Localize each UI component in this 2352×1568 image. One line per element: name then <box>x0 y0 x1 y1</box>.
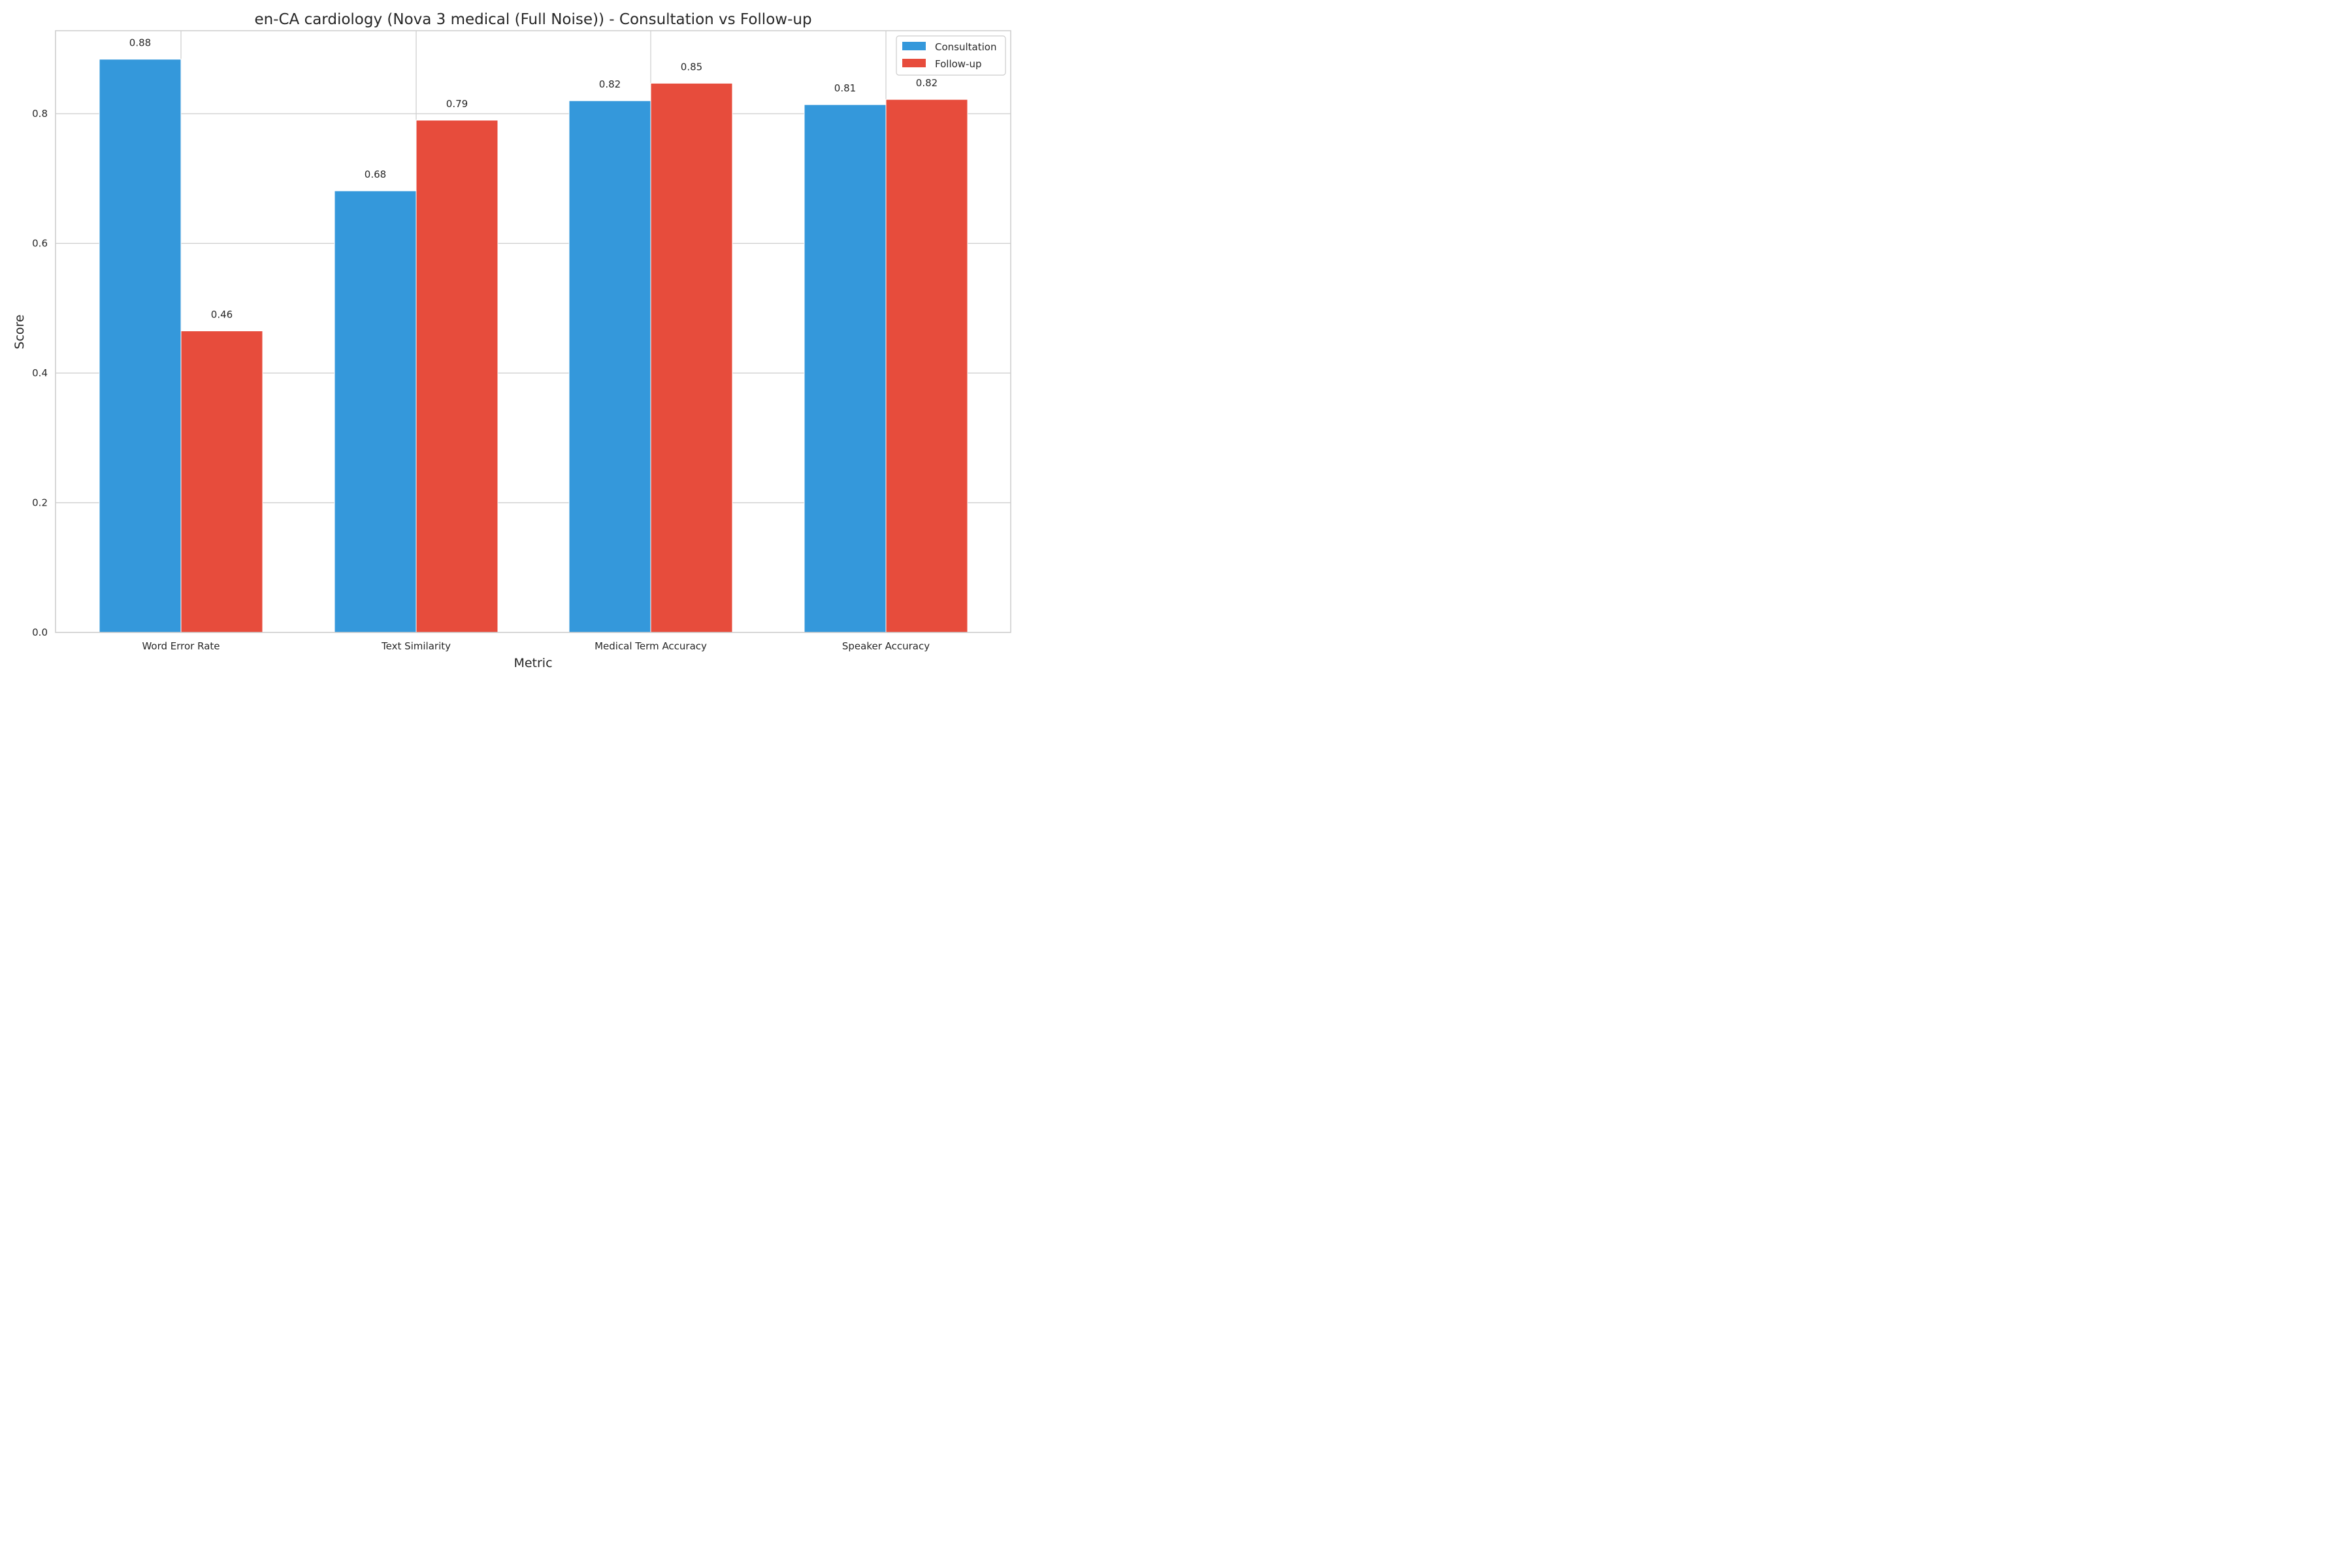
data-label-consultation-speaker-accuracy: 0.81 <box>834 82 856 94</box>
data-label-consultation-medical-term-accuracy: 0.82 <box>599 78 621 90</box>
y-tick-label: 0.6 <box>32 238 48 250</box>
bar-follow-up-text-similarity <box>416 120 498 633</box>
chart-container: 0.0 0.2 0.4 0.6 0.8 Word Error Rate Text Simi… <box>0 0 1024 683</box>
x-tick-labels: Word Error Rate Text Similarity Medical Te… <box>142 640 930 652</box>
data-label-follow-up-medical-term-accuracy: 0.85 <box>681 61 702 73</box>
x-tick-label-speaker-accuracy: Speaker Accuracy <box>842 640 930 652</box>
data-label-consultation-text-similarity: 0.68 <box>365 169 386 180</box>
bars <box>99 59 968 633</box>
bar-consultation-medical-term-accuracy <box>568 100 651 633</box>
legend-swatch-consultation <box>902 42 926 50</box>
data-label-follow-up-speaker-accuracy: 0.82 <box>916 77 938 89</box>
y-tick-labels: 0.0 0.2 0.4 0.6 0.8 <box>32 108 48 638</box>
x-tick-label-word-error-rate: Word Error Rate <box>142 640 220 652</box>
x-tick-label-text-similarity: Text Similarity <box>381 640 451 652</box>
bar-consultation-word-error-rate <box>99 59 182 633</box>
legend-swatch-follow-up <box>902 59 926 67</box>
data-label-follow-up-word-error-rate: 0.46 <box>211 309 233 321</box>
legend-label-follow-up: Follow-up <box>935 58 982 70</box>
chart-title: en-CA cardiology (Nova 3 medical (Full N… <box>254 11 811 28</box>
y-tick-label: 0.4 <box>32 367 48 379</box>
y-tick-label: 0.0 <box>32 627 48 638</box>
x-axis-label: Metric <box>514 656 552 670</box>
y-axis-label: Score <box>12 314 27 349</box>
bar-follow-up-speaker-accuracy <box>885 99 968 633</box>
data-labels: 0.88 0.68 0.82 0.81 0.46 0.79 0.85 0.82 <box>129 37 938 321</box>
bar-consultation-speaker-accuracy <box>804 104 887 633</box>
data-label-follow-up-text-similarity: 0.79 <box>446 98 468 110</box>
bar-chart: 0.0 0.2 0.4 0.6 0.8 Word Error Rate Text Simi… <box>12 11 1011 670</box>
bar-consultation-text-similarity <box>334 190 417 633</box>
y-tick-label: 0.8 <box>32 108 48 120</box>
data-label-consultation-word-error-rate: 0.88 <box>129 37 151 49</box>
bar-follow-up-word-error-rate <box>180 331 263 633</box>
plot-frame <box>55 30 1011 633</box>
legend: Consultation Follow-up <box>896 35 1006 76</box>
legend-label-consultation: Consultation <box>935 41 996 53</box>
bar-follow-up-medical-term-accuracy <box>650 82 733 633</box>
x-tick-label-medical-term-accuracy: Medical Term Accuracy <box>595 640 707 652</box>
y-tick-label: 0.2 <box>32 497 48 509</box>
